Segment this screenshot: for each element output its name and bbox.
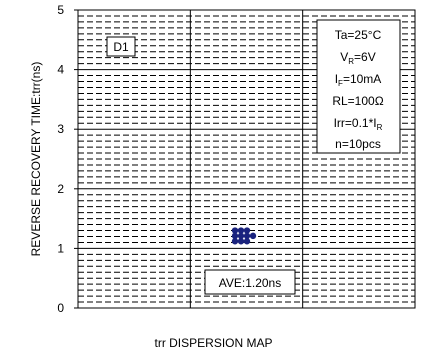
plot-area [77,9,416,309]
conditions-box: Ta=25°C VR=6V IF=10mA RL=100Ω Irr=0.1*IR… [316,19,401,154]
condition-forward-current: IF=10mA [335,72,382,88]
condition-sample-count: n=10pcs [335,137,381,151]
data-point [243,238,251,245]
average-label: AVE:1.20ns [219,276,281,290]
y-tick-label: 3 [57,122,64,136]
data-points [231,227,257,245]
condition-load-resistance: RL=100Ω [332,94,383,108]
data-point [237,227,245,234]
data-point [231,232,239,240]
data-point [231,238,239,245]
y-axis-label: REVERSE RECOVERY TIME:trr(ns) [29,62,43,257]
y-tick-label: 1 [57,241,64,255]
y-tick-label: 5 [57,3,64,17]
condition-reverse-voltage: VR=6V [340,50,375,66]
series-label: D1 [113,40,129,54]
data-point [231,227,239,234]
y-tick-label: 4 [57,63,64,77]
data-point [249,232,257,240]
data-point [243,232,251,240]
series-label-box: D1 [106,36,136,57]
data-point [237,238,245,245]
chart-title: trr DISPERSION MAP [154,336,273,350]
y-tick-label: 0 [57,301,64,315]
data-point [243,227,251,234]
y-tick-label: 2 [57,182,64,196]
average-label-box: AVE:1.20ns [204,269,296,295]
condition-irr: Irr=0.1*IR [334,116,383,132]
y-axis: 0 1 2 3 4 5 [57,3,78,315]
data-point [237,232,245,240]
condition-temperature: Ta=25°C [335,28,382,42]
